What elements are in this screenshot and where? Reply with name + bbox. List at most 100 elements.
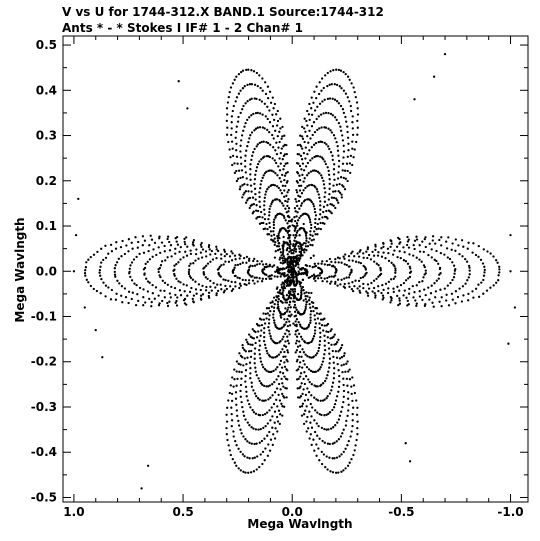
uv-point xyxy=(337,68,341,72)
uv-point xyxy=(321,260,324,263)
uv-point xyxy=(277,165,280,168)
uv-point xyxy=(247,268,251,271)
uv-point xyxy=(329,70,332,73)
y-tick-labels: 0.50.40.30.20.10.0-0.1-0.2-0.3-0.4-0.5 xyxy=(31,38,57,504)
uv-point xyxy=(348,461,351,464)
uv-point xyxy=(322,210,325,214)
uv-point xyxy=(231,109,234,113)
uv-point xyxy=(339,69,343,72)
uv-point xyxy=(283,365,287,368)
uv-point xyxy=(434,296,437,299)
uv-point xyxy=(389,278,393,281)
uv-point xyxy=(87,258,90,261)
uv-point xyxy=(201,248,205,251)
uv-point xyxy=(309,221,312,224)
uv-point xyxy=(209,253,212,256)
uv-point xyxy=(381,283,384,287)
uv-point xyxy=(268,263,272,266)
uv-point xyxy=(110,250,114,253)
uv-point xyxy=(372,279,376,282)
uv-point xyxy=(275,378,278,381)
uv-point xyxy=(331,349,334,353)
uv-point xyxy=(157,304,161,307)
uv-point xyxy=(337,171,340,174)
uv-point xyxy=(310,239,313,242)
uv-point xyxy=(322,329,325,332)
uv-point xyxy=(248,441,251,444)
uv-point xyxy=(305,270,308,273)
uv-point xyxy=(330,343,333,346)
uv-point xyxy=(432,305,435,308)
uv-point xyxy=(309,170,313,173)
uv-point xyxy=(323,441,326,444)
uv-point xyxy=(351,147,354,150)
uv-point xyxy=(244,165,247,168)
uv-point xyxy=(284,307,287,310)
uv-point xyxy=(229,86,233,89)
uv-point xyxy=(183,237,186,241)
uv-point xyxy=(230,250,233,253)
uv-point xyxy=(235,464,238,467)
uv-point xyxy=(288,245,291,248)
uv-point xyxy=(295,231,299,234)
uv-point xyxy=(351,289,355,293)
uv-point xyxy=(115,292,118,295)
uv-point xyxy=(348,273,351,276)
uv-point xyxy=(297,266,300,269)
uv-point xyxy=(301,366,304,369)
uv-point xyxy=(281,125,284,129)
uv-point xyxy=(427,286,430,289)
uv-point xyxy=(292,322,295,325)
uv-point xyxy=(335,395,339,398)
uv-point xyxy=(296,143,300,147)
uv-point xyxy=(255,374,258,377)
uv-point xyxy=(225,133,229,136)
uv-point xyxy=(308,118,311,122)
uv-point xyxy=(288,324,292,327)
uv-point xyxy=(131,291,134,294)
uv-point xyxy=(234,391,238,394)
uv-point xyxy=(263,102,266,105)
uv-point xyxy=(344,72,347,76)
uv-point xyxy=(74,233,78,237)
uv-point xyxy=(332,173,336,176)
uv-point xyxy=(246,356,249,359)
uv-point xyxy=(326,394,329,398)
uv-point xyxy=(381,298,384,301)
uv-point xyxy=(276,275,279,278)
uv-point xyxy=(424,236,427,239)
uv-point xyxy=(336,177,340,180)
uv-point xyxy=(254,127,258,130)
uv-point xyxy=(337,261,340,264)
uv-point xyxy=(328,257,332,261)
uv-point xyxy=(278,130,281,133)
uv-point xyxy=(302,422,306,426)
uv-point xyxy=(333,116,337,119)
uv-point xyxy=(306,124,309,127)
uv-point xyxy=(338,85,341,88)
uv-point xyxy=(343,263,346,266)
uv-point xyxy=(315,85,318,88)
uv-point xyxy=(339,104,343,108)
uv-point xyxy=(279,359,283,363)
uv-point xyxy=(239,150,242,153)
uv-point xyxy=(297,245,300,248)
uv-point xyxy=(317,447,320,450)
uv-point xyxy=(158,302,161,305)
uv-point xyxy=(250,381,253,384)
uv-point xyxy=(377,275,380,278)
uv-point xyxy=(253,264,257,267)
uv-point xyxy=(312,121,316,124)
uv-point xyxy=(402,246,405,249)
uv-point xyxy=(452,276,456,279)
uv-point xyxy=(319,200,322,203)
uv-point xyxy=(225,252,228,256)
uv-point xyxy=(296,345,300,348)
uv-point xyxy=(241,184,244,187)
uv-point xyxy=(342,377,345,380)
uv-point xyxy=(248,116,251,119)
uv-point xyxy=(338,380,341,383)
uv-point xyxy=(313,318,317,321)
uv-point xyxy=(296,292,300,296)
uv-point xyxy=(492,284,495,287)
